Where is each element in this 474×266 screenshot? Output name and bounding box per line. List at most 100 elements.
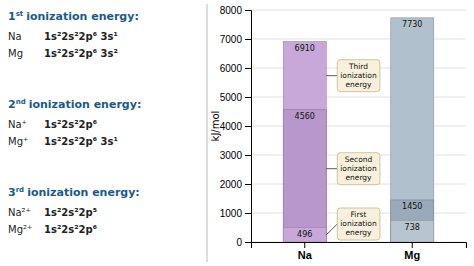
x-axis: Na Mg [252, 242, 467, 261]
data-label: 1450 [402, 202, 422, 211]
x-tick-label: Mg [404, 249, 420, 261]
annotation-line [326, 224, 337, 235]
note-configuration: 1s²2s²2p⁵ [44, 207, 97, 218]
note-configuration: 1s²2s²2p⁶ 3s¹ [44, 31, 118, 42]
y-tick: 1000 [220, 208, 251, 219]
note-suffix: st [16, 10, 24, 18]
bar [283, 110, 326, 242]
y-tick-mark [245, 39, 251, 40]
note-species: Mg⁺ [8, 136, 28, 147]
bars [283, 18, 434, 242]
y-tick: 8000 [220, 5, 251, 16]
note-suffix: nd [16, 98, 26, 106]
y-tick-mark [245, 126, 251, 127]
x-tick: Mg [404, 242, 420, 261]
annotation-box [337, 153, 380, 185]
y-tick-label: 7000 [220, 34, 243, 45]
annotation-text: Secondionizationenergy [340, 155, 377, 182]
bar [283, 42, 326, 242]
y-tick-mark [245, 97, 251, 98]
annotation-text: Thirdionizationenergy [340, 62, 377, 89]
annotation-line-text: ionization [340, 219, 377, 228]
note-number: 1 [8, 10, 16, 23]
grid [251, 10, 466, 242]
x-tick-label: Na [298, 249, 313, 261]
note-species: Na⁺ [8, 119, 27, 130]
note-text: ionization energy: [29, 98, 142, 111]
divider [207, 4, 208, 262]
note-configuration: 1s²2s²2p⁶ [44, 224, 97, 235]
annotation-box [337, 60, 380, 92]
y-tick-mark [245, 155, 251, 156]
bar [391, 221, 434, 242]
y-tick: 7000 [220, 34, 251, 45]
note-species: Na²⁺ [8, 207, 31, 218]
y-tick-label: 5000 [220, 92, 243, 103]
data-label: 4560 [295, 112, 315, 121]
note-text: ionization energy: [27, 186, 140, 199]
note-species: Mg²⁺ [8, 224, 32, 235]
y-tick-mark [245, 184, 251, 185]
note-configuration: 1s²2s²2p⁶ 3s¹ [44, 136, 118, 147]
y-tick-label: 2000 [220, 179, 243, 190]
annotations: FirstionizationenergySecondionizationene… [326, 60, 380, 240]
x-tick-mark [304, 242, 305, 248]
y-tick: 0 [236, 237, 251, 248]
x-tick-mark [412, 242, 413, 248]
y-axis-title: kJ/mol [210, 111, 221, 142]
note-heading: 2ndionization energy: [8, 98, 141, 111]
y-axis-line [245, 11, 252, 243]
data-labels: 496 738 4560 1450 6910 7730 [295, 20, 423, 239]
annotation-line-text: energy [345, 228, 372, 237]
y-tick-label: 0 [236, 237, 242, 248]
note-configuration: 1s²2s²2p⁶ 3s² [44, 48, 118, 59]
y-tick: 4000 [220, 121, 251, 132]
y-tick-mark [245, 242, 251, 243]
note-species: Mg [8, 48, 23, 59]
annotation-line-text: ionization [340, 71, 377, 80]
annotation-line [326, 75, 337, 76]
annotation-line [326, 168, 337, 169]
bar [391, 18, 434, 242]
annotation: Secondionizationenergy [326, 153, 380, 185]
annotation-line-text: First [351, 210, 367, 219]
note-heading: 1stionization energy: [8, 10, 139, 23]
note-suffix: rd [16, 186, 24, 194]
y-tick-label: 1000 [220, 208, 243, 219]
annotation: Thirdionizationenergy [326, 60, 380, 92]
annotation-line-text: ionization [340, 164, 377, 173]
note-number: 3 [8, 186, 16, 199]
data-label: 7730 [402, 20, 422, 29]
annotation: Firstionizationenergy [326, 208, 380, 240]
grid-line [251, 10, 466, 11]
y-tick-label: 8000 [220, 5, 243, 16]
annotation-line-text: Second [345, 155, 373, 164]
annotation-text: Firstionizationenergy [340, 210, 377, 237]
data-label: 738 [405, 223, 420, 232]
note-configuration: 1s²2s²2p⁶ [44, 119, 97, 130]
y-tick: 6000 [220, 63, 251, 74]
note-species: Na [8, 31, 22, 42]
note-text: ionization energy: [26, 10, 139, 23]
y-tick-label: 3000 [220, 150, 243, 161]
note-heading: 3rdionization energy: [8, 186, 140, 199]
y-tick-mark [245, 10, 251, 11]
y-tick: 2000 [220, 179, 251, 190]
y-tick-label: 4000 [220, 121, 243, 132]
y-axis: 0 1000 2000 3000 4000 5000 6000 7000 8000 [220, 5, 252, 248]
x-axis-line [252, 243, 467, 249]
data-label: 6910 [295, 44, 315, 53]
notes-panel: 1stionization energy:Na1s²2s²2p⁶ 3s¹Mg1s… [8, 10, 141, 235]
y-tick-label: 6000 [220, 63, 243, 74]
y-tick-mark [245, 68, 251, 69]
bar [283, 228, 326, 242]
y-tick-mark [245, 213, 251, 214]
y-tick: 5000 [220, 92, 251, 103]
chart: 1stionization energy:Na1s²2s²2p⁶ 3s¹Mg1s… [0, 0, 474, 266]
data-label: 496 [297, 230, 312, 239]
y-tick: 3000 [220, 150, 251, 161]
annotation-line-text: energy [345, 80, 372, 89]
annotation-line-text: Third [348, 62, 368, 71]
note-number: 2 [8, 98, 16, 111]
annotation-line-text: energy [345, 173, 372, 182]
